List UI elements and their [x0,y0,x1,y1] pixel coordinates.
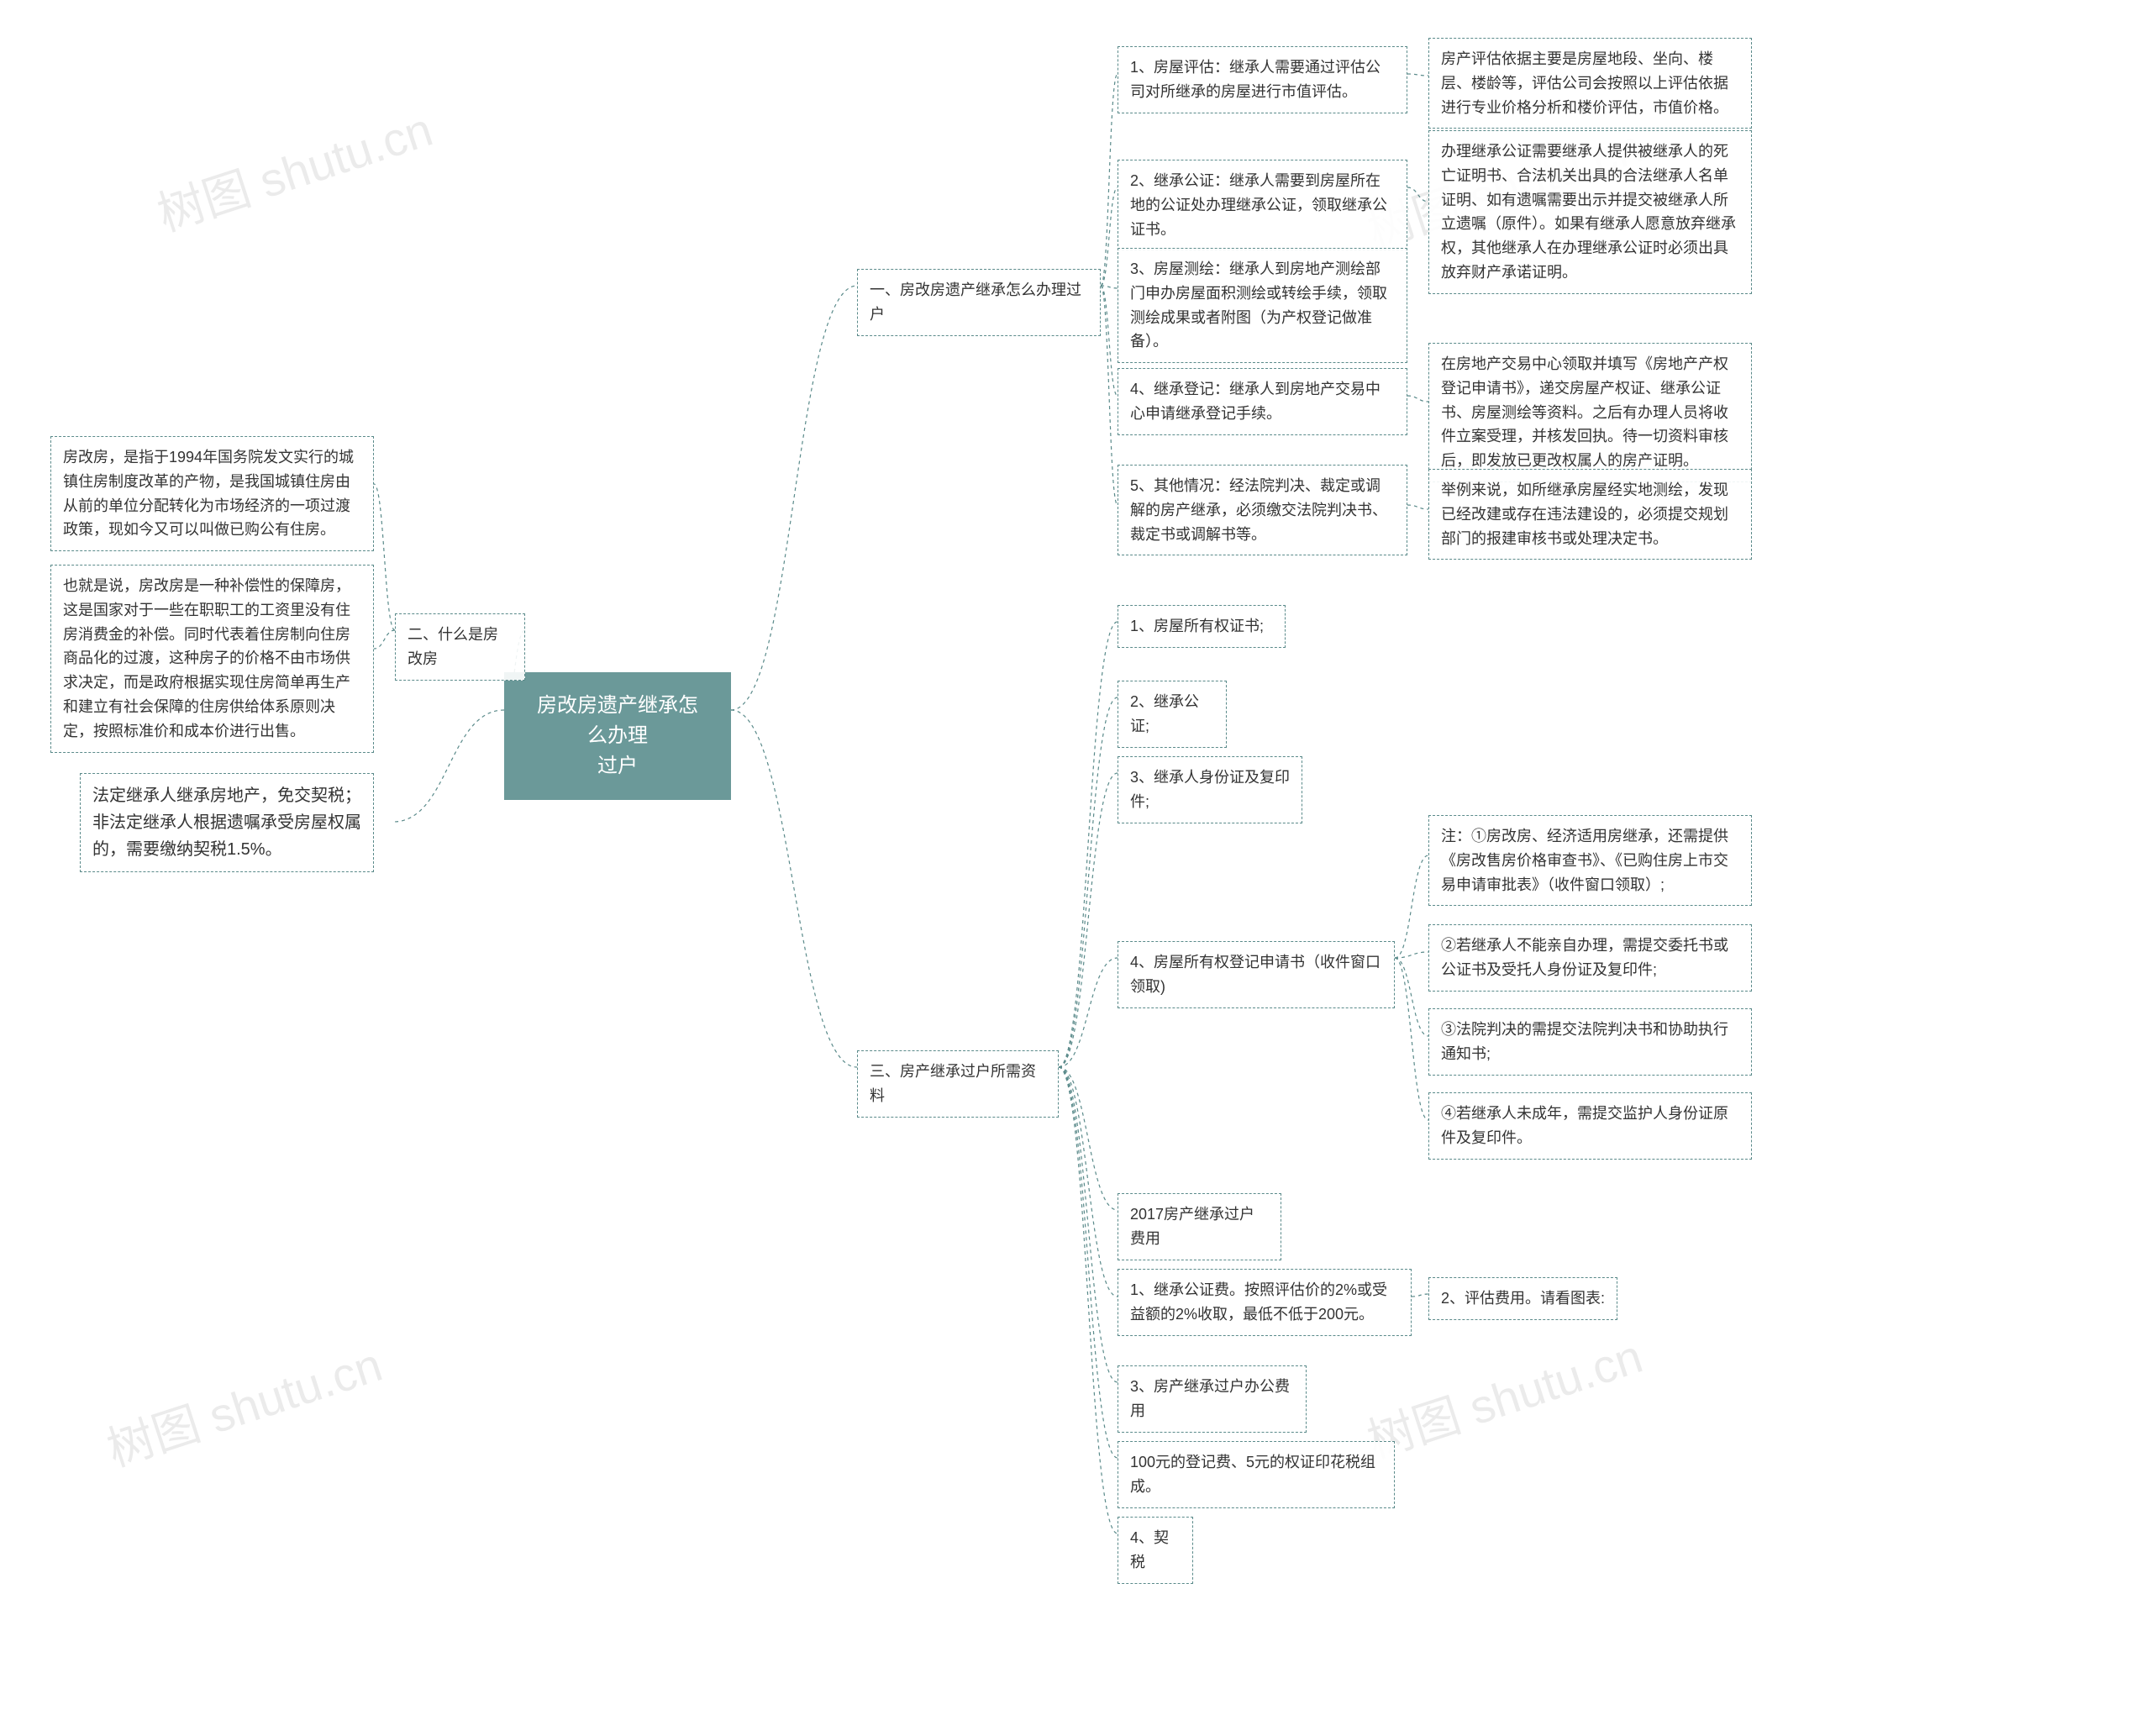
mindmap-node[interactable]: 也就是说，房改房是一种补偿性的保障房，这是国家对于一些在职职工的工资里没有住房消… [50,565,374,753]
connector-path [1059,1067,1118,1382]
mindmap-node[interactable]: 1、房屋评估：继承人需要通过评估公司对所继承的房屋进行市值评估。 [1118,46,1407,113]
connector-path [1101,286,1118,288]
connector-path [1059,773,1118,1067]
mindmap-node[interactable]: 2、继承公证：继承人需要到房屋所在地的公证处办理继承公证，领取继承公证书。 [1118,160,1407,250]
connector-path [1395,958,1428,1036]
mindmap-node[interactable]: 2、继承公证; [1118,681,1227,748]
connector-path [1059,1067,1118,1458]
mindmap-node[interactable]: 3、房屋测绘：继承人到房地产测绘部门申办房屋面积测绘或转绘手续，领取测绘成果或者… [1118,248,1407,363]
mindmap-node[interactable]: 二、什么是房改房 [395,613,525,681]
connector-path [731,286,857,710]
mindmap-node[interactable]: 房改房，是指于1994年国务院发文实行的城镇住房制度改革的产物，是我国城镇住房由… [50,436,374,551]
watermark: 树图 shutu.cn [1358,1319,1650,1472]
mindmap-node[interactable]: 1、继承公证费。按照评估价的2%或受益额的2%收取，最低不低于200元。 [1118,1269,1412,1336]
connector-path [1395,958,1428,1120]
mindmap-node[interactable]: 注：①房改房、经济适用房继承，还需提供《房改售房价格审查书》、《已购住房上市交易… [1428,815,1752,906]
mindmap-node[interactable]: 4、继承登记：继承人到房地产交易中心申请继承登记手续。 [1118,368,1407,435]
connector-path [1407,187,1428,202]
root-node[interactable]: 房改房遗产继承怎么办理 过户 [504,672,731,800]
mindmap-node[interactable]: 三、房产继承过户所需资料 [857,1050,1059,1118]
mindmap-node[interactable]: 2017房产继承过户费用 [1118,1193,1281,1260]
connector-path [1059,622,1118,1067]
connector-path [374,630,395,649]
connector-path [1059,1067,1118,1297]
connector-path [1101,187,1118,286]
mindmap-node[interactable]: 3、继承人身份证及复印件; [1118,756,1302,823]
mindmap-node[interactable]: 一、房改房遗产继承怎么办理过户 [857,269,1101,336]
connector-path [731,710,857,1067]
mindmap-node[interactable]: ②若继承人不能亲自办理，需提交委托书或公证书及受托人身份证及复印件; [1428,924,1752,992]
connector-path [1059,1067,1118,1210]
connector-path [393,710,504,822]
watermark: 树图 shutu.cn [148,92,440,245]
mindmap-node[interactable]: 4、房屋所有权登记申请书（收件窗口领取) [1118,941,1395,1008]
connector-path [1059,697,1118,1067]
mindmap-node[interactable]: 4、契税 [1118,1517,1193,1584]
connector-path [1395,855,1428,958]
connector-path [1412,1294,1428,1297]
connector-path [1407,396,1428,402]
mindmap-node[interactable]: 1、房屋所有权证书; [1118,605,1286,648]
mindmap-node[interactable]: ③法院判决的需提交法院判决书和协助执行通知书; [1428,1008,1752,1076]
mindmap-node[interactable]: 100元的登记费、5元的权证印花税组成。 [1118,1441,1395,1508]
mindmap-node[interactable]: 房产评估依据主要是房屋地段、坐向、楼层、楼龄等，评估公司会按照以上评估依据进行专… [1428,38,1752,129]
mindmap-node[interactable]: 3、房产继承过户办公费用 [1118,1365,1307,1433]
mindmap-node[interactable]: 2、评估费用。请看图表: [1428,1277,1617,1320]
connector-path [1395,952,1428,958]
watermark: 树图 shutu.cn [97,1328,390,1481]
mindmap-node[interactable]: 举例来说，如所继承房屋经实地测绘，发现已经改建或存在违法建设的，必须提交规划部门… [1428,469,1752,560]
connector-path [1407,505,1428,509]
mindmap-node[interactable]: 在房地产交易中心领取并填写《房地产产权登记申请书》，递交房屋产权证、继承公证书、… [1428,343,1752,482]
connector-path [1101,74,1118,286]
mindmap-node[interactable]: 办理继承公证需要继承人提供被继承人的死亡证明书、合法机关出具的合法继承人名单证明… [1428,130,1752,294]
connector-path [1101,286,1118,505]
connector-path [1407,74,1428,76]
connector-path [1059,1067,1118,1533]
mindmap-node[interactable]: 5、其他情况：经法院判决、裁定或调解的房产继承，必须缴交法院判决书、裁定书或调解… [1118,465,1407,555]
connector-path [1101,286,1118,396]
mindmap-node[interactable]: ④若继承人未成年，需提交监护人身份证原件及复印件。 [1428,1092,1752,1160]
mindmap-node[interactable]: 法定继承人继承房地产，免交契税；非法定继承人根据遗嘱承受房屋权属的，需要缴纳契税… [80,773,374,872]
connector-path [1059,958,1118,1067]
connector-path [374,484,395,630]
